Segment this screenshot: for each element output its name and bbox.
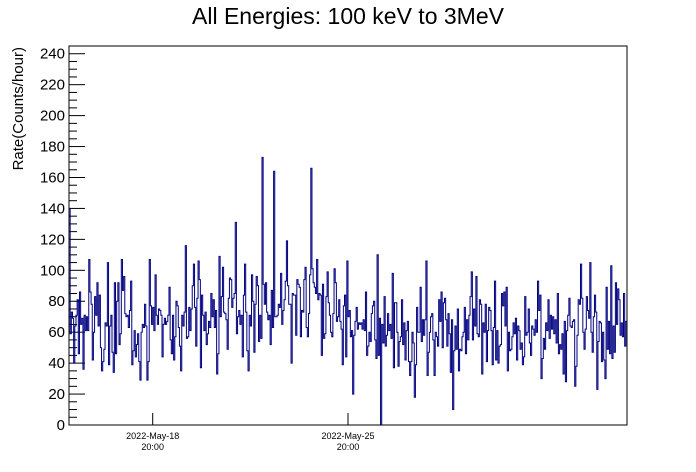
x-tick-label: 2022-May-25: [321, 431, 374, 441]
series-rate: [69, 156, 627, 426]
y-tick-label: 140: [40, 200, 65, 217]
x-tick-label: 2022-May-18: [126, 431, 179, 441]
y-tick-label: 40: [48, 355, 65, 372]
y-tick-label: 0: [57, 417, 65, 434]
y-tick-label: 60: [48, 324, 65, 341]
chart-title: All Energies: 100 keV to 3MeV: [192, 3, 505, 29]
y-tick-label: 220: [40, 77, 65, 94]
y-tick-label: 20: [48, 386, 65, 403]
y-tick-label: 100: [40, 262, 65, 279]
y-ticks: 0 20 40 60 80 100 120 140 160 180 200 220 240: [40, 46, 85, 434]
series-line: [69, 156, 627, 426]
plot-frame: [68, 45, 628, 426]
y-tick-label: 240: [40, 46, 65, 63]
y-tick-label: 80: [48, 293, 65, 310]
y-tick-label: 200: [40, 108, 65, 125]
y-tick-label: 120: [40, 231, 65, 248]
y-axis-label: Rate(Counts/hour): [10, 47, 27, 170]
y-tick-label: 160: [40, 169, 65, 186]
x-tick-label-time: 20:00: [337, 442, 360, 452]
y-tick-label: 180: [40, 139, 65, 156]
x-tick-label-time: 20:00: [141, 442, 164, 452]
